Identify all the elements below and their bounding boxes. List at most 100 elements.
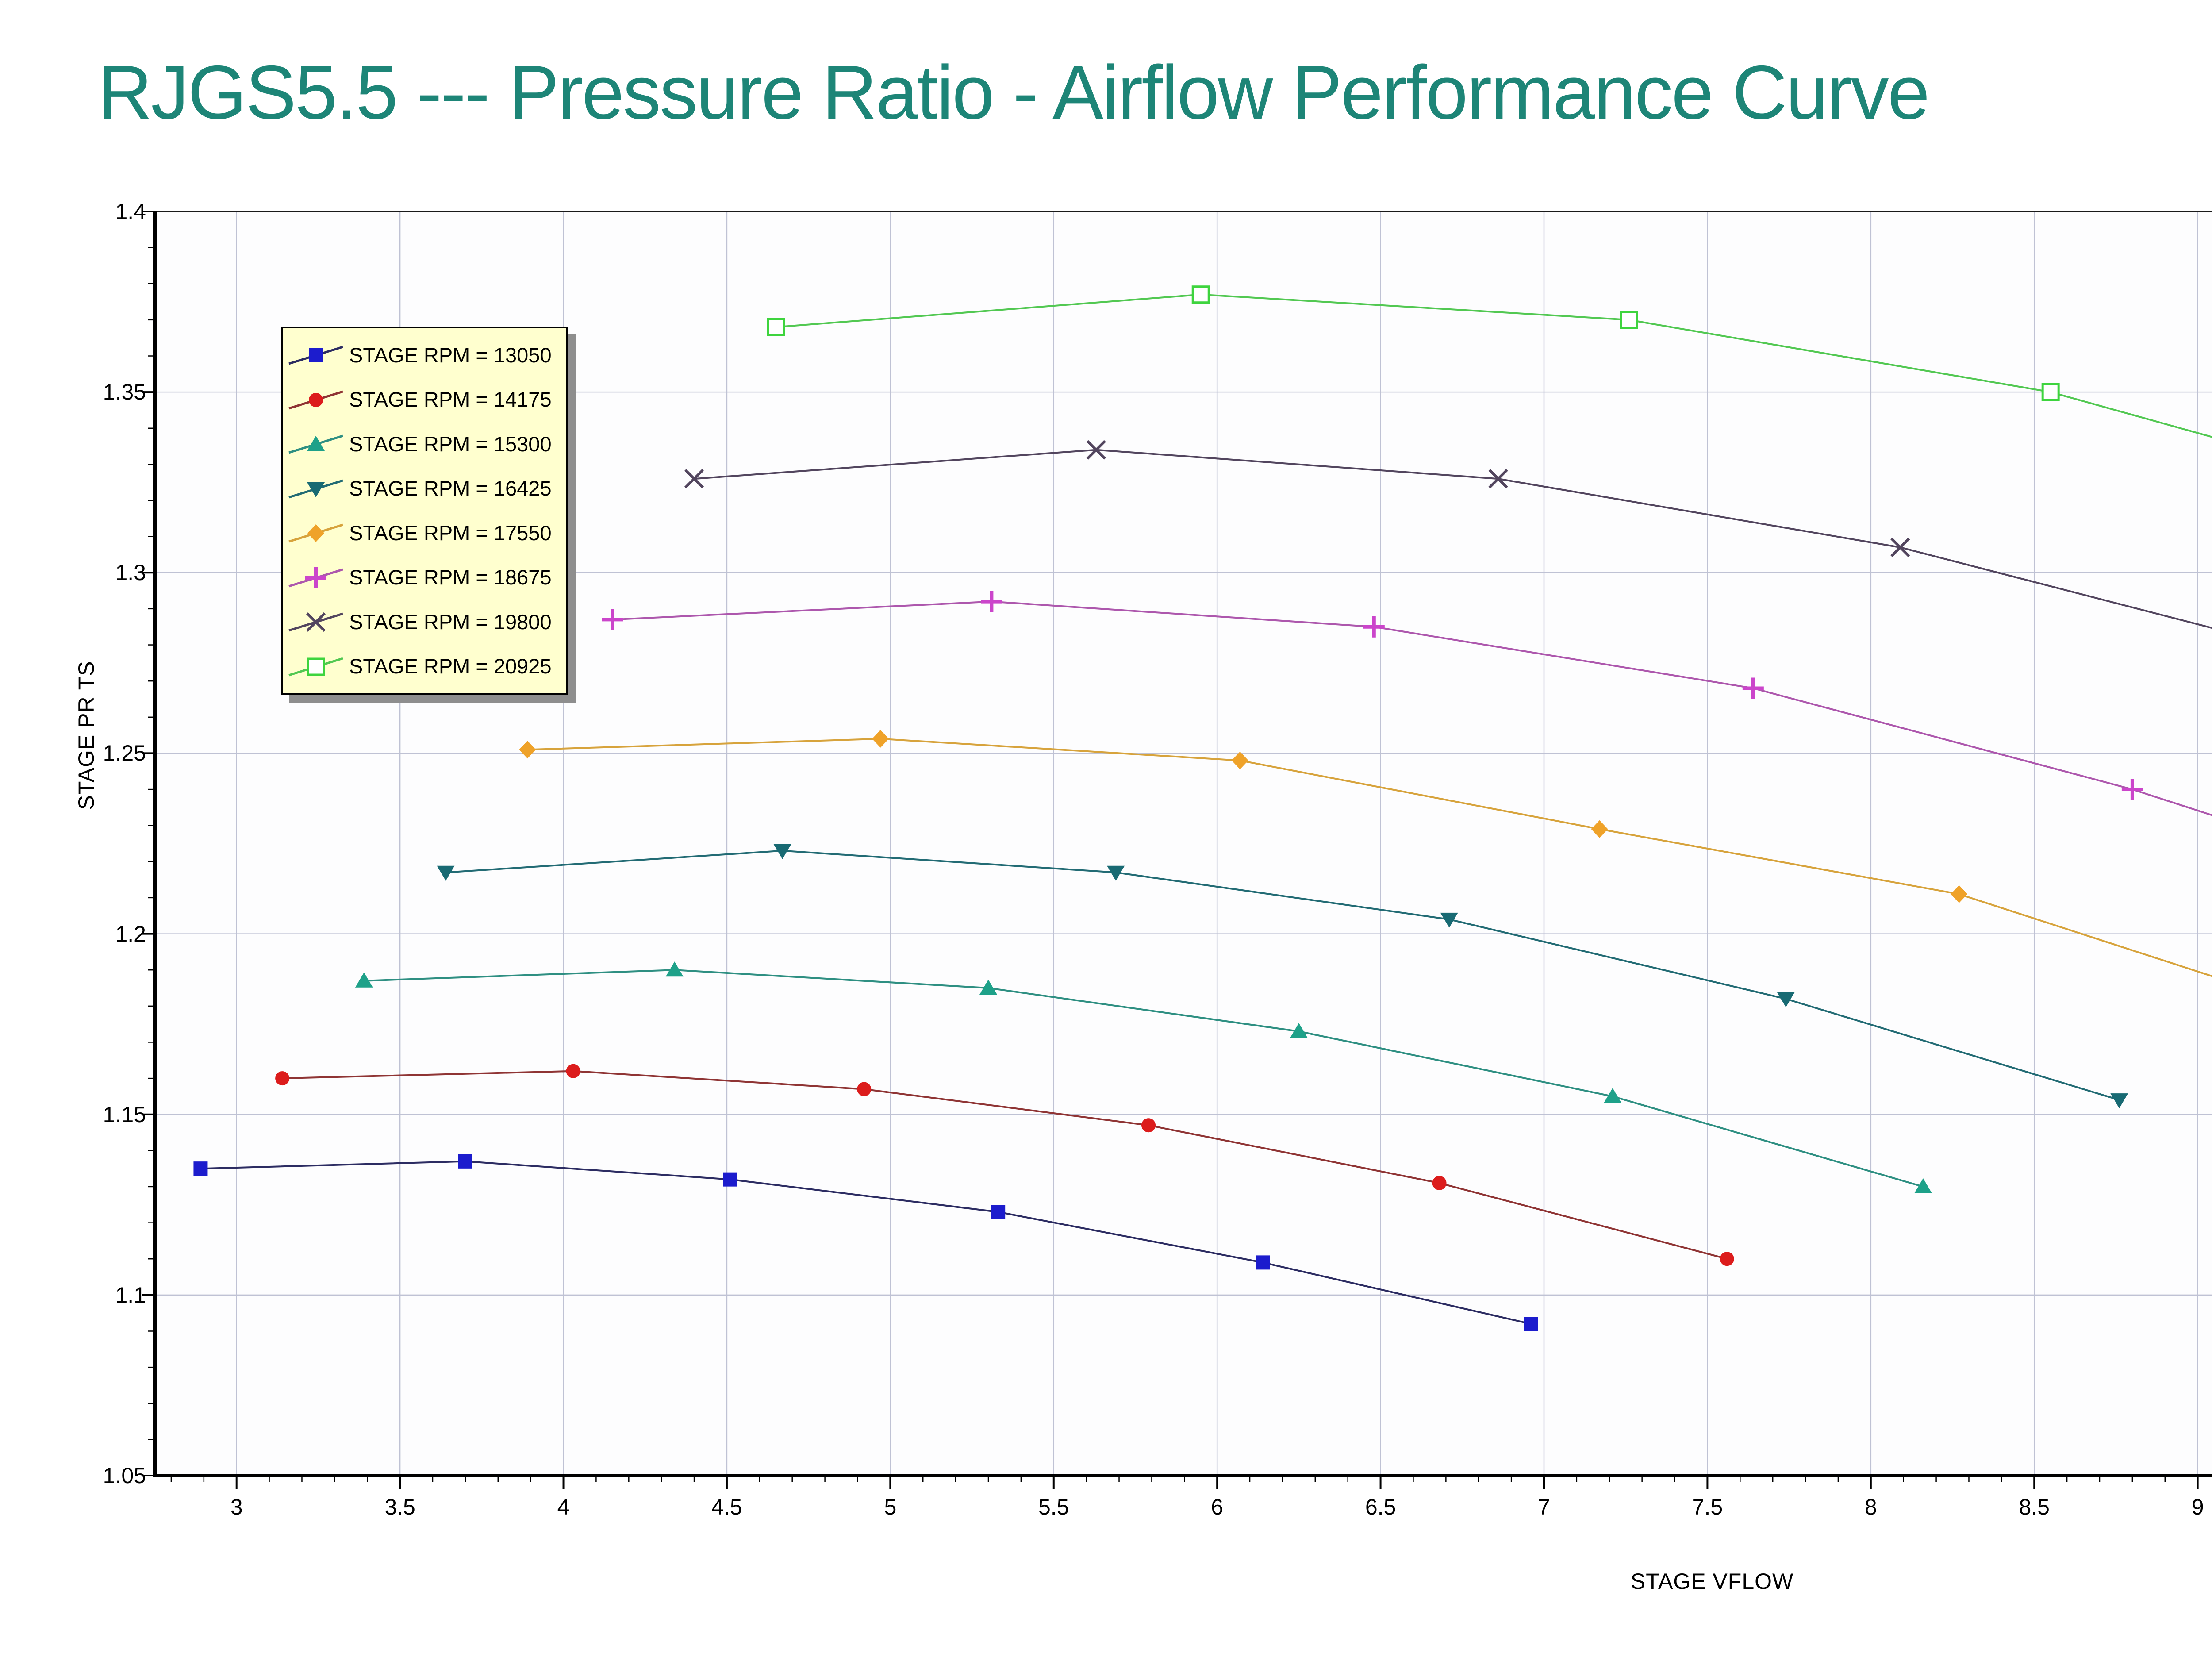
- square-marker: [1256, 1255, 1270, 1270]
- y-tick-label: 1.35: [103, 380, 146, 405]
- series-line-19800: [694, 449, 2212, 629]
- y-tick-label: 1.15: [103, 1102, 146, 1127]
- x-tick-label: 7.5: [1692, 1495, 1723, 1519]
- square-marker: [193, 1161, 208, 1176]
- x-tick-label: 3: [230, 1495, 243, 1519]
- circle-marker: [857, 1082, 872, 1096]
- series-17550: [519, 730, 2212, 977]
- x-tick-label: 8: [1864, 1495, 1877, 1519]
- y-axis-title: STAGE PR TS: [74, 661, 99, 810]
- x-marker: [1086, 440, 1106, 460]
- circle-marker: [275, 1071, 290, 1086]
- series-line-16425: [445, 850, 2120, 1101]
- triangle-up-marker: [355, 972, 373, 988]
- circle-marker: [1141, 1118, 1156, 1133]
- legend-item-19800: STAGE RPM = 19800: [283, 600, 566, 643]
- legend-label: STAGE RPM = 13050: [349, 343, 552, 367]
- triangle-down-marker: [773, 844, 791, 859]
- series-line-15300: [364, 969, 1924, 1188]
- square-open-marker: [2041, 383, 2060, 401]
- triangle-up-marker: [1604, 1088, 1622, 1103]
- series-14175: [275, 1064, 1734, 1266]
- series-15300: [355, 961, 1932, 1193]
- triangle-down-marker: [437, 865, 455, 881]
- plus-marker: [981, 591, 1002, 612]
- y-tick-label: 1.3: [115, 560, 146, 585]
- series-16425: [437, 844, 2128, 1109]
- x-tick-label: 5.5: [1038, 1495, 1069, 1519]
- x-tick-label: 5: [884, 1495, 897, 1519]
- y-tick-label: 1.25: [103, 741, 146, 766]
- legend-label: STAGE RPM = 14175: [349, 388, 552, 411]
- x-tick-label: 6: [1211, 1495, 1224, 1519]
- legend-label: STAGE RPM = 18675: [349, 565, 552, 589]
- series-18675: [602, 591, 2212, 816]
- x-marker: [1890, 538, 1910, 557]
- plus-marker: [1363, 616, 1385, 638]
- x-tick-label: 4: [557, 1495, 570, 1519]
- diamond-marker: [872, 730, 889, 748]
- legend-item-15300: STAGE RPM = 15300: [283, 423, 566, 465]
- legend-marker-sample: [288, 657, 343, 677]
- plus-marker: [602, 609, 623, 630]
- x-tick-label: 9: [2191, 1495, 2204, 1519]
- triangle-down-marker: [1777, 992, 1795, 1007]
- page-title: RJGS5.5 --- Pressure Ratio - Airflow Per…: [97, 50, 1930, 135]
- legend-item-20925: STAGE RPM = 20925: [283, 645, 566, 688]
- legend-label: STAGE RPM = 17550: [349, 521, 552, 545]
- legend-marker-sample: [288, 523, 343, 543]
- x-marker: [684, 469, 704, 489]
- x-tick-label: 4.5: [711, 1495, 742, 1519]
- y-tick-label: 1.2: [115, 921, 146, 946]
- square-marker: [458, 1154, 472, 1169]
- legend-item-14175: STAGE RPM = 14175: [283, 378, 566, 421]
- diamond-marker: [1591, 820, 1608, 838]
- legend-marker-sample: [288, 479, 343, 499]
- x-tick-label: 8.5: [2019, 1495, 2050, 1519]
- legend-marker-sample: [288, 390, 343, 409]
- legend-label: STAGE RPM = 19800: [349, 610, 552, 634]
- series-13050: [193, 1154, 1538, 1331]
- diamond-marker: [1951, 885, 1968, 903]
- triangle-down-marker: [1440, 912, 1458, 928]
- legend-item-17550: STAGE RPM = 17550: [283, 511, 566, 554]
- y-tick-label: 1.05: [103, 1463, 146, 1488]
- triangle-down-marker: [2110, 1093, 2128, 1109]
- square-open-marker: [767, 318, 785, 336]
- legend-marker-sample: [288, 346, 343, 365]
- legend-label: STAGE RPM = 20925: [349, 654, 552, 678]
- series-line-18675: [612, 600, 2212, 816]
- axis-ticks: [142, 211, 2199, 1489]
- triangle-up-marker: [979, 980, 997, 995]
- legend-label: STAGE RPM = 15300: [349, 432, 552, 456]
- y-tick-label: 1.1: [115, 1282, 146, 1307]
- circle-marker: [1432, 1176, 1447, 1190]
- circle-marker: [1720, 1252, 1734, 1266]
- circle-marker: [566, 1064, 580, 1078]
- diamond-marker: [1231, 751, 1248, 769]
- legend-item-16425: STAGE RPM = 16425: [283, 467, 566, 510]
- series-line-13050: [200, 1160, 1531, 1325]
- triangle-up-marker: [665, 961, 684, 977]
- x-tick-label: 3.5: [384, 1495, 415, 1519]
- triangle-down-marker: [1107, 865, 1125, 881]
- y-tick-label: 1.4: [115, 199, 146, 224]
- triangle-up-marker: [1914, 1178, 1932, 1193]
- series-line-20925: [776, 293, 2212, 438]
- legend: STAGE RPM = 13050 STAGE RPM = 14175 STAGE …: [281, 327, 568, 695]
- x-axis-title: STAGE VFLOW: [1630, 1569, 1794, 1594]
- plus-marker: [1742, 677, 1764, 699]
- x-marker: [1488, 469, 1508, 489]
- square-marker: [723, 1172, 737, 1187]
- triangle-up-marker: [1290, 1023, 1308, 1038]
- series-line-17550: [527, 738, 2212, 977]
- series-line-14175: [282, 1070, 1728, 1260]
- legend-item-13050: STAGE RPM = 13050: [283, 334, 566, 376]
- legend-marker-sample: [288, 612, 343, 632]
- series-19800: [684, 440, 2212, 629]
- diamond-marker: [519, 741, 536, 759]
- square-marker: [1524, 1317, 1538, 1331]
- plus-marker: [2121, 779, 2143, 800]
- series-20925: [767, 285, 2212, 438]
